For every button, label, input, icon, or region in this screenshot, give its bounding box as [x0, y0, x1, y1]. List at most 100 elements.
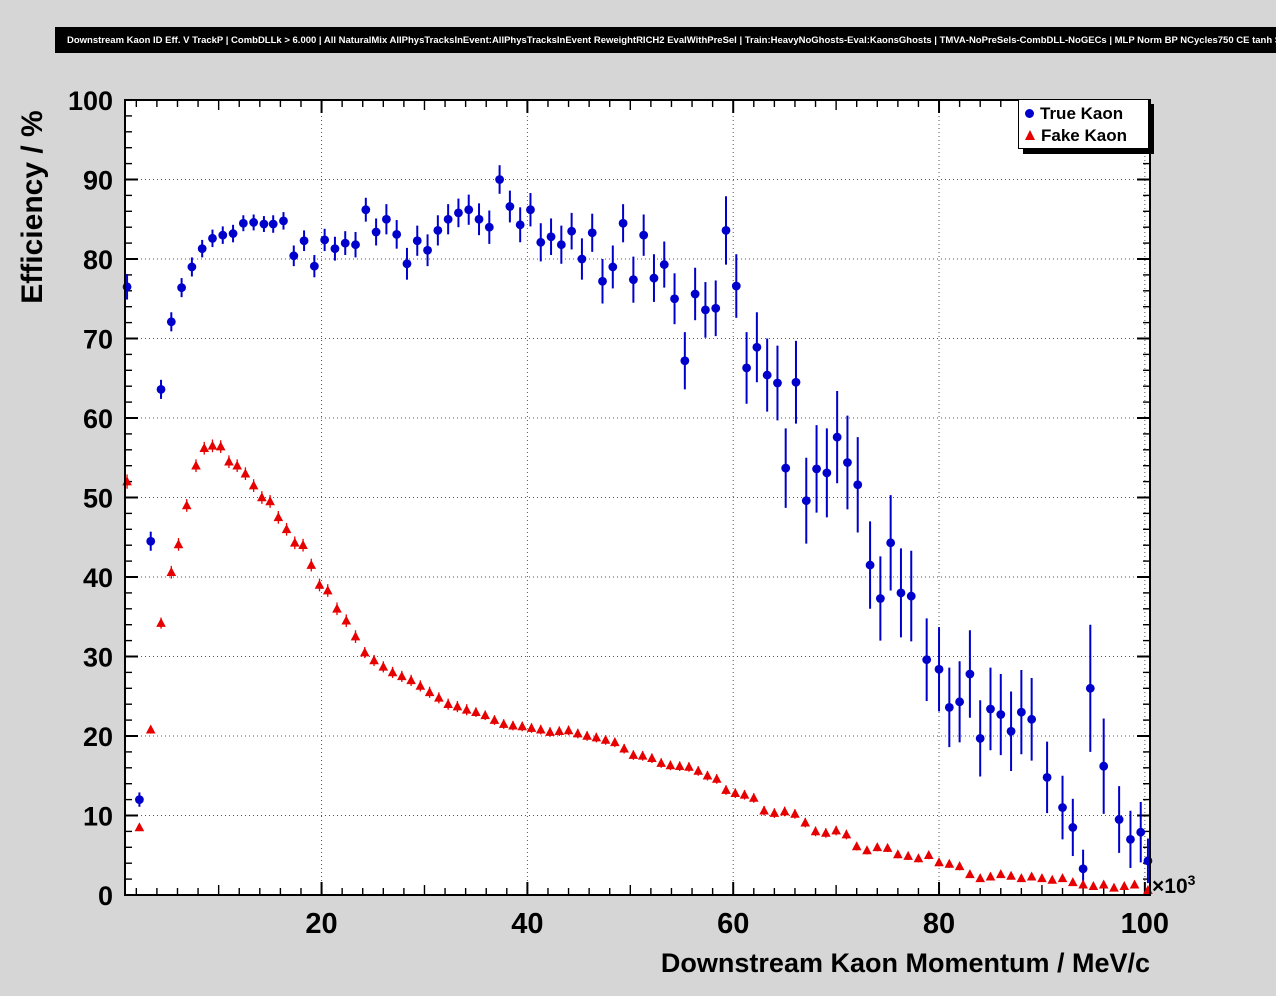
data-point	[218, 230, 228, 240]
data-point	[545, 726, 555, 736]
data-point	[665, 760, 676, 770]
data-point	[181, 500, 192, 510]
data-point	[944, 702, 954, 712]
data-point	[452, 701, 463, 711]
data-point	[1027, 714, 1037, 724]
data-point	[1126, 834, 1135, 844]
tick-labels: 0 10 20 30 40 50 60 70 80 90 100 20 40 60 80 100	[68, 86, 1169, 940]
data-point	[443, 214, 453, 224]
data-point	[480, 710, 490, 720]
data-point	[248, 480, 259, 490]
data-point	[731, 281, 741, 291]
data-point	[773, 378, 782, 388]
data-point	[995, 869, 1006, 879]
fake-kaon-triangle-marker-icon	[1025, 130, 1035, 140]
legend-label-fake-kaon: Fake Kaon	[1041, 125, 1127, 145]
data-point	[387, 667, 398, 677]
svg-text:10: 10	[83, 802, 113, 832]
data-point	[587, 228, 597, 238]
data-point	[600, 734, 611, 744]
svg-text:40: 40	[511, 908, 543, 940]
data-point	[340, 238, 350, 248]
data-point	[1016, 707, 1026, 717]
data-point	[402, 259, 412, 269]
svg-text:20: 20	[305, 908, 337, 940]
data-point	[656, 757, 666, 767]
y-axis-title: Efficiency / %	[16, 110, 49, 304]
data-point	[135, 795, 144, 804]
data-point	[618, 218, 628, 228]
data-point	[369, 655, 379, 665]
data-point	[1057, 873, 1068, 883]
data-point	[1114, 815, 1124, 824]
data-point	[535, 724, 546, 734]
data-point	[381, 214, 391, 224]
data-point	[232, 460, 242, 470]
data-point	[424, 687, 435, 697]
data-point	[489, 714, 500, 724]
data-point	[742, 363, 751, 373]
data-point	[526, 722, 537, 732]
data-point	[563, 725, 574, 735]
data-point	[628, 749, 639, 759]
data-point	[1143, 856, 1153, 866]
plot-title-text: Downstream Kaon ID Eff. V TrackP | CombD…	[67, 34, 1276, 46]
data-point	[791, 377, 801, 387]
data-point	[832, 432, 842, 442]
data-point	[443, 699, 453, 708]
data-point	[800, 817, 811, 827]
plot-title-bar: Downstream Kaon ID Eff. V TrackP | CombD…	[55, 27, 1276, 53]
data-point	[659, 260, 669, 269]
data-point	[649, 273, 659, 283]
data-point	[240, 468, 251, 478]
svg-text:60: 60	[717, 908, 749, 940]
data-point	[508, 720, 518, 730]
data-point	[1006, 870, 1016, 880]
data-point	[810, 826, 821, 836]
data-point	[1058, 803, 1067, 812]
data-point	[1047, 874, 1058, 884]
data-point	[739, 789, 750, 799]
svg-text:20: 20	[83, 722, 113, 752]
data-point	[371, 227, 381, 237]
data-point	[1068, 823, 1078, 832]
data-point	[822, 468, 832, 478]
data-point	[702, 770, 713, 780]
data-point	[281, 524, 292, 534]
data-point	[471, 706, 481, 716]
data-point	[1109, 882, 1119, 892]
x-axis-title: Downstream Kaon Momentum / MeV/c	[660, 948, 1150, 978]
data-point	[875, 594, 885, 603]
svg-text:0: 0	[98, 881, 113, 911]
data-point	[862, 845, 872, 855]
data-point	[965, 869, 975, 879]
svg-text:90: 90	[83, 166, 113, 196]
data-point	[306, 559, 317, 569]
data-point	[505, 202, 515, 211]
svg-text:40: 40	[83, 563, 113, 593]
data-point	[1119, 881, 1130, 891]
data-point	[923, 850, 934, 860]
data-point	[156, 617, 166, 627]
data-point	[944, 858, 955, 868]
data-point	[996, 710, 1006, 719]
data-point	[674, 761, 685, 771]
data-point	[556, 240, 566, 250]
data-point	[639, 230, 649, 240]
x-axis-multiplier-exponent: 3	[1187, 872, 1196, 888]
data-point	[122, 282, 132, 292]
data-point	[670, 294, 679, 304]
data-point	[257, 492, 267, 502]
data-point	[812, 464, 821, 474]
data-point	[259, 219, 269, 229]
data-point	[498, 718, 509, 728]
data-point	[693, 765, 704, 775]
data-point	[361, 205, 371, 215]
data-point	[903, 850, 913, 860]
data-point	[215, 441, 226, 451]
data-point	[831, 825, 841, 835]
data-point	[526, 205, 535, 215]
data-point	[975, 733, 985, 743]
data-point	[1085, 683, 1095, 693]
